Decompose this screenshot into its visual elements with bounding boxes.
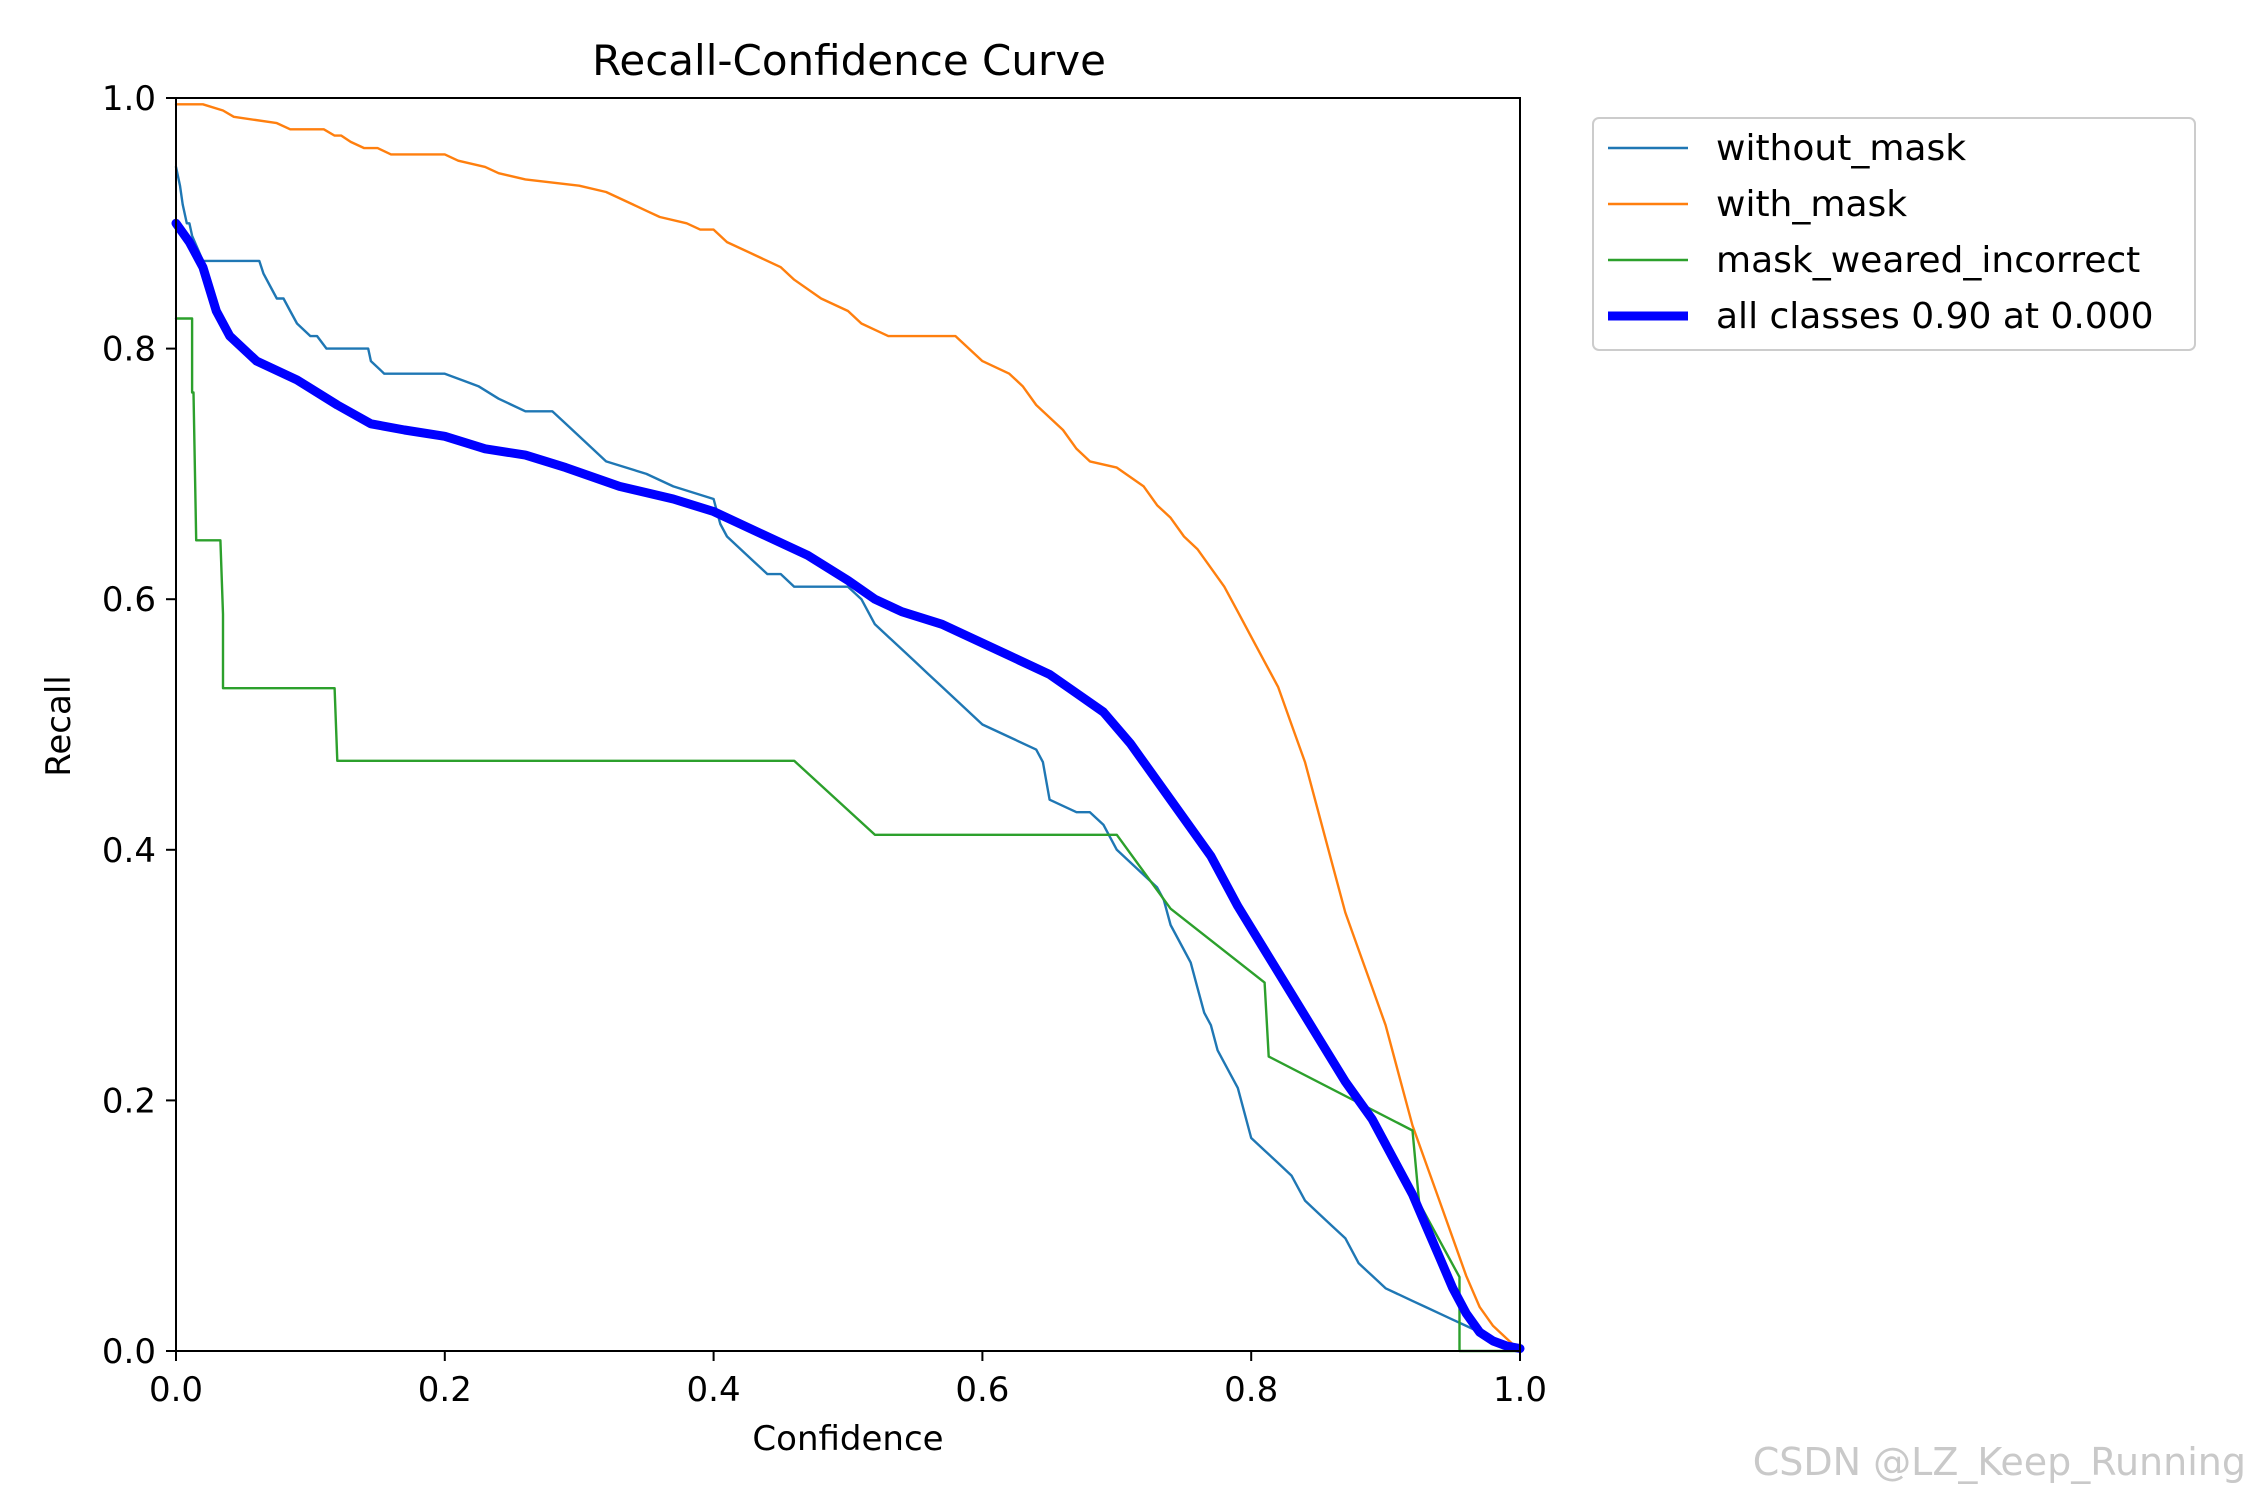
y-axis-label: Recall [39,675,79,776]
y-axis: 0.0 0.2 0.4 0.6 0.8 1.0 [102,79,176,1372]
series-line-mask-weared-incorrect [174,317,1522,1353]
legend-label: without_mask [1716,128,1966,169]
legend-label: mask_weared_incorrect [1716,240,2140,281]
y-tick-label: 1.0 [102,79,156,119]
x-axis: 0.0 0.2 0.4 0.6 0.8 1.0 [149,1351,1547,1410]
plot-frame [175,97,1521,1352]
series-layer [171,103,1525,1353]
x-tick-label: 0.8 [1224,1370,1278,1410]
legend: without_mask with_mask mask_weared_incorre… [1592,117,2196,351]
y-tick-label: 0.8 [102,330,156,370]
x-tick-label: 0.6 [955,1370,1009,1410]
y-tick-label: 0.0 [102,1332,156,1372]
y-tick-label: 0.6 [102,580,156,620]
x-tick-label: 0.2 [418,1370,472,1410]
x-tick-label: 1.0 [1493,1370,1547,1410]
plot-border [175,97,1521,1352]
series-line-with-mask [174,103,1522,1353]
legend-box [1592,117,2196,351]
y-tick-label: 0.4 [102,831,156,871]
x-tick-label: 0.4 [687,1370,741,1410]
x-axis-label: Confidence [752,1419,943,1459]
y-tick-label: 0.2 [102,1081,156,1121]
legend-label: with_mask [1716,184,1907,225]
legend-label: all classes 0.90 at 0.000 [1716,296,2154,337]
x-tick-label: 0.0 [149,1370,203,1410]
series-line-without-mask [174,165,1522,1353]
watermark-text: CSDN @LZ_Keep_Running [1752,1440,2246,1484]
chart-title: Recall-Confidence Curve [592,36,1106,85]
plot-area [171,97,1525,1353]
series-line-all-classes-0-90-at-0-000 [171,218,1525,1353]
